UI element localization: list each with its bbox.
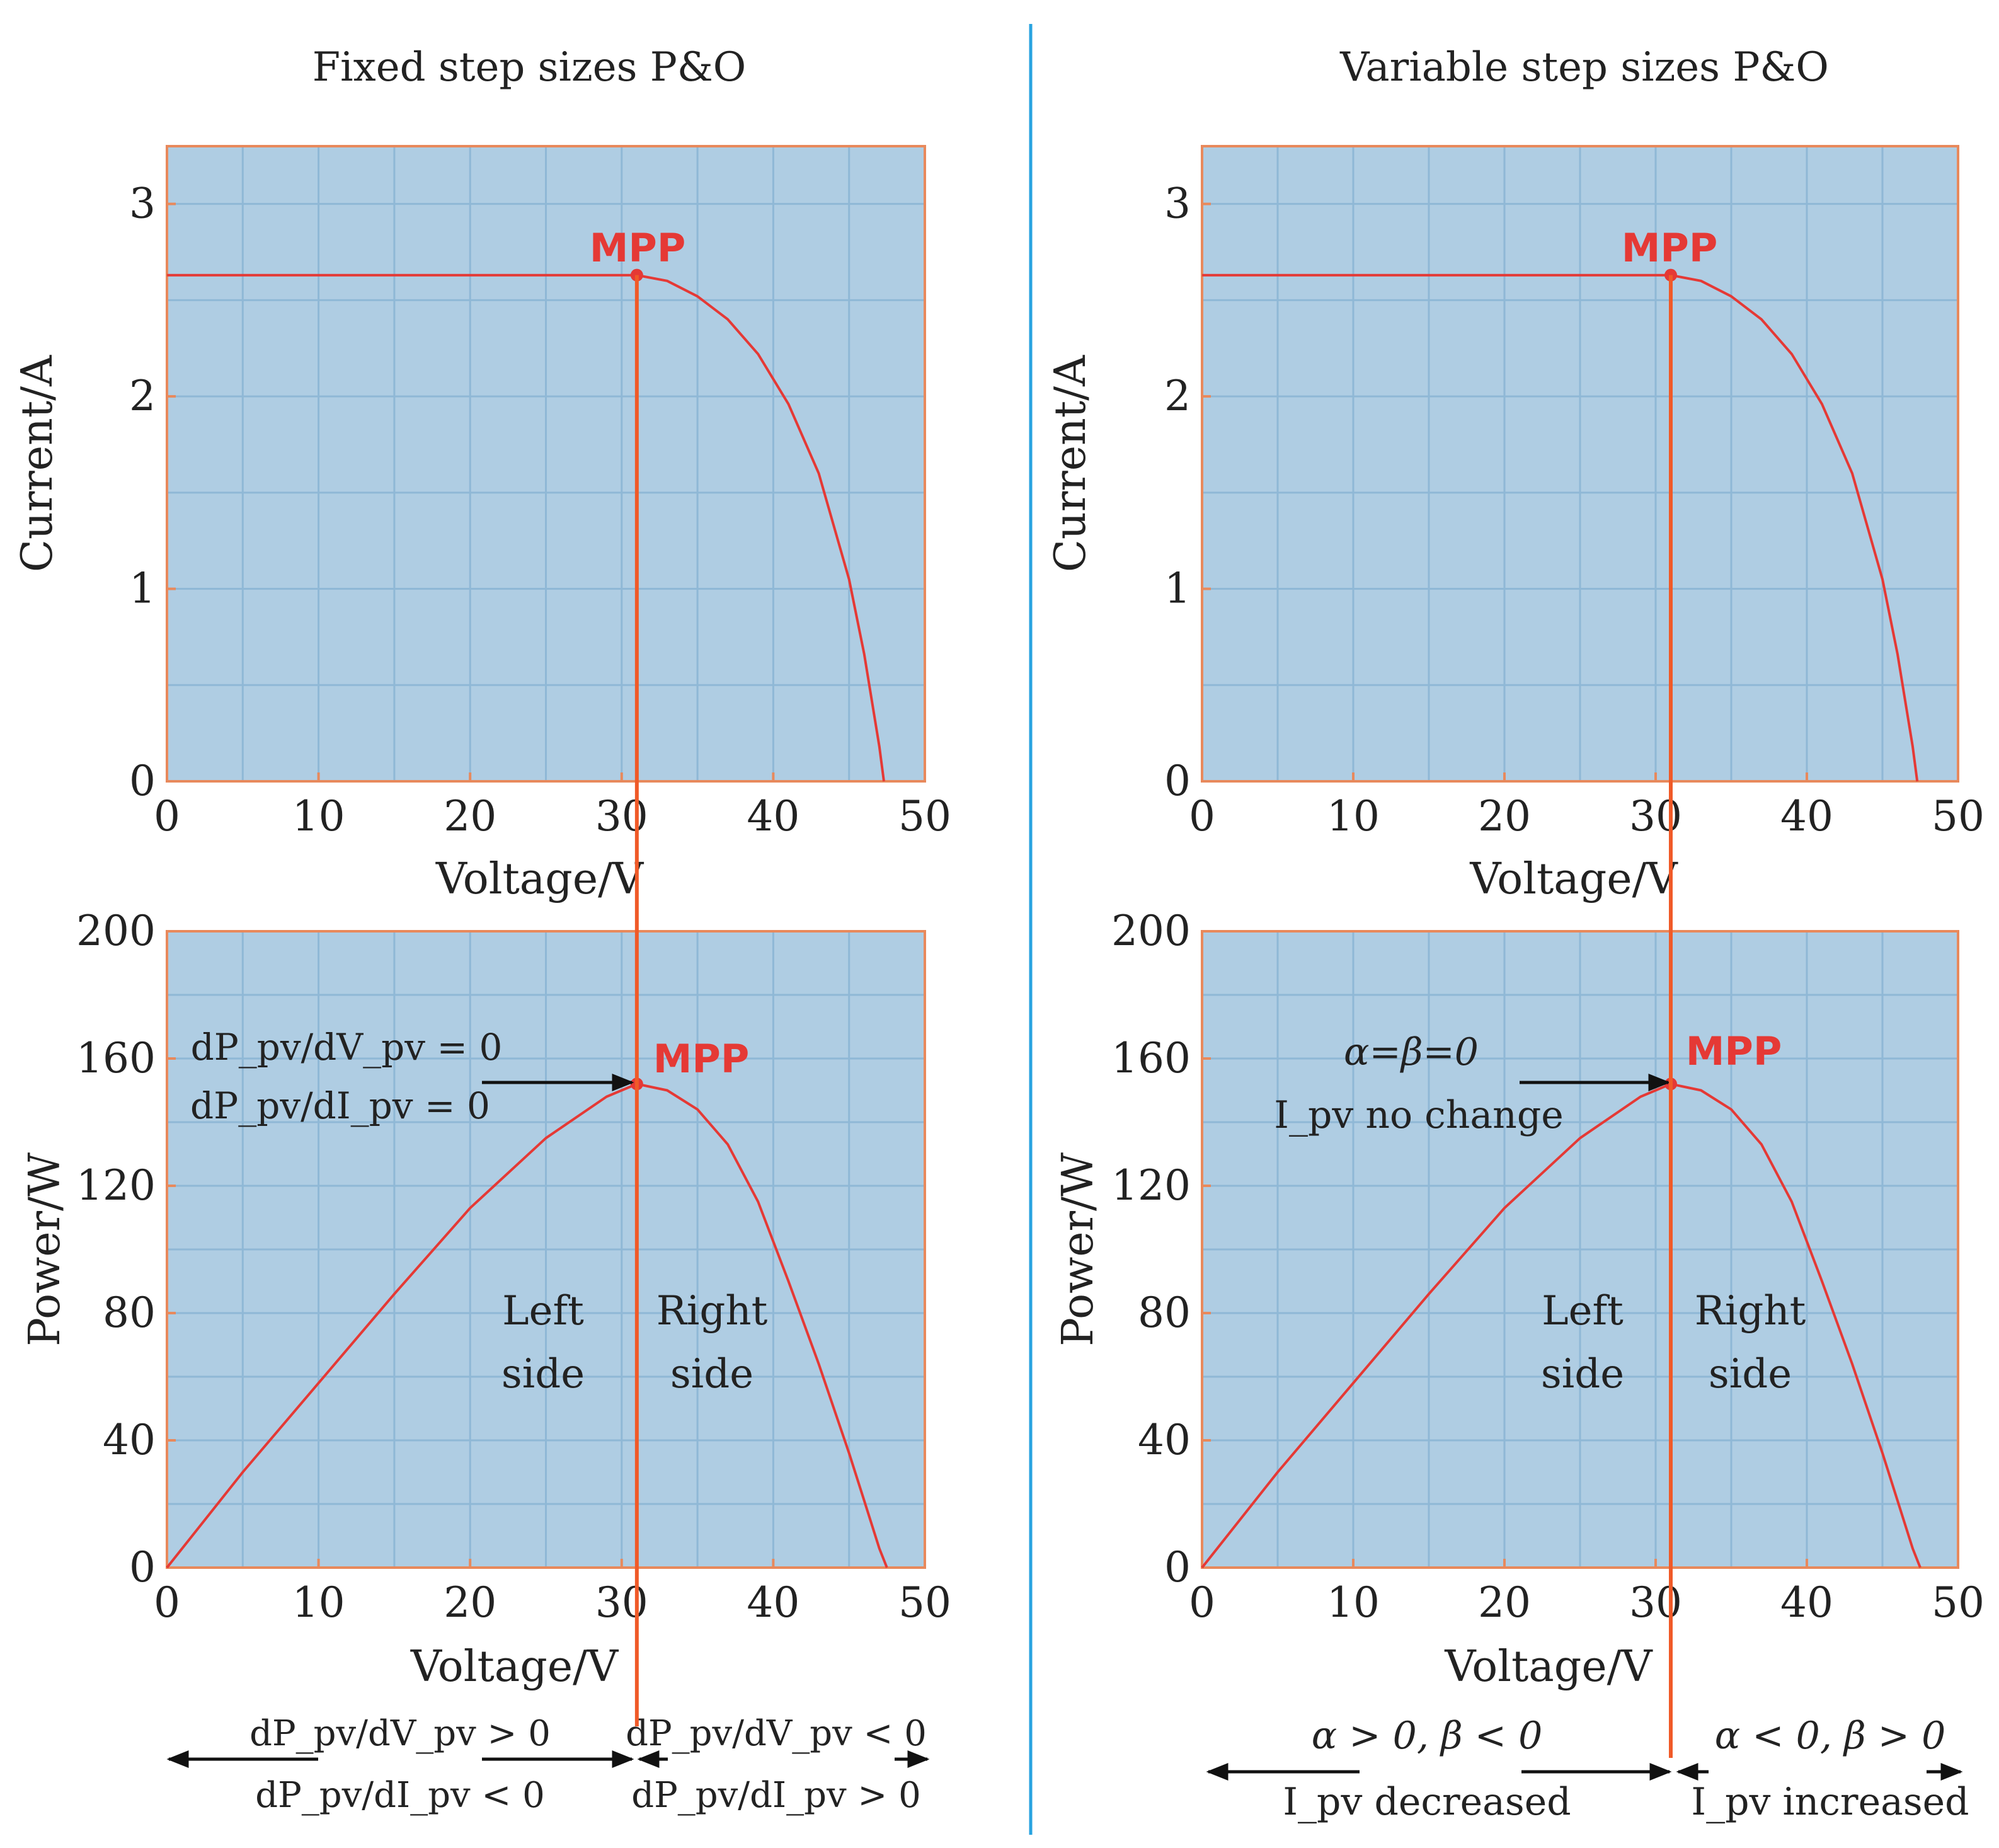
- y-tick-label: 200: [1111, 907, 1191, 955]
- x-tick-label: 0: [1189, 1578, 1215, 1627]
- y-tick-label: 0: [129, 1543, 156, 1592]
- x-tick-label: 30: [1629, 1578, 1682, 1627]
- y-tick-label: 160: [1111, 1034, 1191, 1082]
- y-tick-label: 120: [76, 1161, 156, 1210]
- y-tick-label: 40: [103, 1416, 156, 1464]
- x-tick-label: 40: [747, 1578, 799, 1627]
- y-axis-label: Current/A: [1046, 355, 1096, 572]
- x-tick-label: 20: [444, 1578, 496, 1627]
- y-tick-label: 160: [76, 1034, 156, 1082]
- bottom-right-cond2-variable: I_pv increased: [1691, 1780, 1969, 1824]
- x-tick-label: 40: [747, 792, 799, 841]
- mpp-vertical-lines: [634, 275, 1673, 1758]
- x-tick-label: 50: [1932, 1578, 1985, 1627]
- panel-title-variable: Variable step sizes P&O: [1339, 44, 1829, 91]
- x-axis-label: Voltage/V: [1469, 854, 1678, 904]
- y-axis-label: Power/W: [1053, 1152, 1103, 1346]
- x-tick-label: 40: [1780, 1578, 1833, 1627]
- left-side-line1-fixed: Left: [502, 1288, 584, 1334]
- mpp-label-pv-variable: MPP: [1686, 1028, 1782, 1074]
- right-side-line1-fixed: Right: [656, 1288, 768, 1334]
- bottom-left-cond1-variable: α > 0, β < 0: [1312, 1714, 1543, 1758]
- x-axis-label: Voltage/V: [435, 854, 644, 904]
- x-tick-label: 30: [595, 1578, 648, 1627]
- left-side-line2-variable: side: [1541, 1351, 1624, 1397]
- y-tick-label: 2: [129, 372, 156, 420]
- bottom-right-cond1-fixed: dP_pv/dV_pv < 0: [626, 1713, 927, 1754]
- mpp-label-pv-fixed: MPP: [653, 1036, 750, 1082]
- x-tick-label: 0: [1189, 792, 1215, 841]
- x-tick-label: 20: [444, 792, 496, 841]
- plot-frame-3: [1201, 930, 1959, 1569]
- y-tick-label: 2: [1164, 372, 1191, 420]
- bottom-right-cond2-fixed: dP_pv/dI_pv > 0: [631, 1775, 920, 1816]
- y-tick-label: 80: [1138, 1288, 1191, 1337]
- x-tick-label: 10: [1327, 792, 1380, 841]
- x-tick-label: 30: [595, 792, 648, 841]
- mpp-label-iv-variable: MPP: [1622, 225, 1718, 271]
- y-axis-label: Power/W: [20, 1152, 70, 1346]
- series-line-P-V: [166, 1082, 888, 1569]
- series-line-P-V: [1201, 1082, 1922, 1569]
- y-tick-label: 0: [1164, 1543, 1191, 1592]
- left-side-line2-fixed: side: [501, 1351, 585, 1397]
- bottom-left-cond1-fixed: dP_pv/dV_pv > 0: [249, 1713, 551, 1754]
- x-tick-label: 0: [154, 1578, 180, 1627]
- bottom-left-cond2-variable: I_pv decreased: [1283, 1780, 1571, 1824]
- panel-title-fixed: Fixed step sizes P&O: [312, 44, 747, 91]
- x-tick-label: 20: [1478, 792, 1531, 841]
- x-tick-label: 10: [292, 1578, 345, 1627]
- x-axis-label: Voltage/V: [1444, 1642, 1653, 1692]
- x-tick-label: 10: [1327, 1578, 1380, 1627]
- y-tick-label: 40: [1138, 1416, 1191, 1464]
- mpp-note-ipv-variable: I_pv no change: [1274, 1093, 1564, 1137]
- y-tick-label: 80: [103, 1288, 156, 1337]
- x-tick-label: 0: [154, 792, 180, 841]
- mpp-label-iv-fixed: MPP: [590, 225, 686, 271]
- x-tick-label: 30: [1629, 792, 1682, 841]
- y-tick-label: 120: [1111, 1161, 1191, 1210]
- y-axis-label: Current/A: [13, 355, 62, 572]
- plot-frame-2: [1201, 145, 1959, 783]
- y-tick-label: 1: [129, 565, 156, 613]
- y-tick-label: 1: [1164, 565, 1191, 613]
- mpp-note-dv-fixed: dP_pv/dV_pv = 0: [191, 1026, 503, 1069]
- right-side-line2-fixed: side: [670, 1351, 753, 1397]
- x-tick-label: 50: [898, 1578, 951, 1627]
- x-tick-label: 50: [1932, 792, 1985, 841]
- x-axis-label: Voltage/V: [410, 1642, 619, 1692]
- series-line-I-V: [1202, 273, 1919, 782]
- series-line-I-V: [167, 273, 885, 782]
- right-side-line1-variable: Right: [1695, 1288, 1806, 1334]
- y-tick-label: 3: [129, 180, 156, 228]
- left-side-line1-variable: Left: [1542, 1288, 1624, 1334]
- y-tick-label: 0: [1164, 757, 1191, 805]
- x-tick-label: 50: [898, 792, 951, 841]
- y-tick-label: 200: [76, 907, 156, 955]
- x-tick-label: 10: [292, 792, 345, 841]
- plot-frame-0: [166, 145, 926, 783]
- plot-frame-1: [166, 930, 926, 1569]
- x-tick-label: 20: [1478, 1578, 1531, 1627]
- x-tick-label: 40: [1780, 792, 1833, 841]
- bottom-left-cond2-fixed: dP_pv/dI_pv < 0: [255, 1775, 544, 1816]
- mpp-note-di-fixed: dP_pv/dI_pv = 0: [190, 1084, 490, 1127]
- bottom-right-cond1-variable: α < 0, β > 0: [1715, 1714, 1946, 1758]
- y-tick-label: 3: [1164, 180, 1191, 228]
- y-tick-label: 0: [129, 757, 156, 805]
- mpp-note-ab-variable: α=β=0: [1344, 1030, 1479, 1074]
- right-side-line2-variable: side: [1709, 1351, 1792, 1397]
